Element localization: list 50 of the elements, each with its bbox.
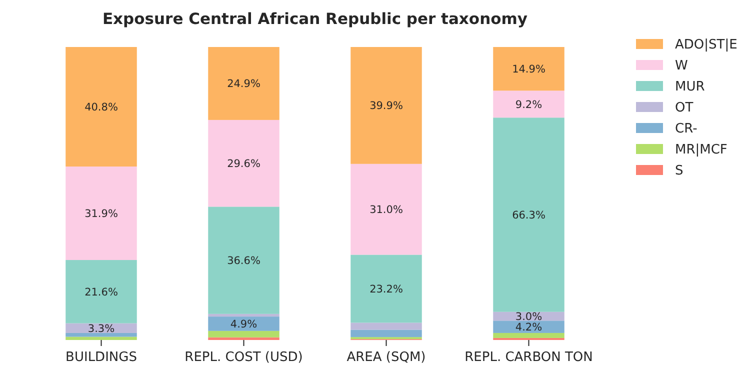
- bar: [66, 260, 137, 324]
- legend-label: S: [675, 164, 684, 179]
- legend-label: ADO|ST|E: [675, 38, 738, 53]
- data-label: 39.9%: [370, 100, 403, 112]
- bar: [208, 337, 280, 340]
- x-tick-label: AREA (SQM): [346, 350, 426, 365]
- bar: [493, 332, 564, 338]
- bar: [350, 322, 422, 330]
- bar: [493, 90, 564, 118]
- data-label: 9.2%: [515, 98, 542, 111]
- bar: [350, 47, 422, 164]
- bar: [493, 47, 564, 91]
- legend-label: MUR: [675, 80, 705, 95]
- data-label: 66.3%: [512, 209, 546, 222]
- bar: [66, 47, 137, 167]
- data-label: 31.0%: [370, 204, 403, 216]
- chart-title: Exposure Central African Republic per taxonomy: [102, 10, 528, 28]
- data-label: 21.6%: [84, 286, 118, 298]
- data-label: 14.9%: [512, 64, 546, 76]
- bar: [66, 166, 137, 260]
- bar: [493, 118, 564, 312]
- bar: [350, 254, 422, 323]
- bar: [208, 316, 280, 331]
- x-tick-label: BUILDINGS: [66, 350, 137, 365]
- data-label: 40.8%: [84, 101, 118, 114]
- bar: [208, 206, 280, 314]
- x-tick-label: REPL. CARBON TON: [464, 350, 593, 365]
- data-label: 31.9%: [84, 208, 118, 220]
- legend-label: MR|MCF: [675, 142, 728, 158]
- data-label: 4.2%: [515, 321, 542, 334]
- legend-label: W: [675, 58, 688, 74]
- bar: [208, 314, 280, 317]
- x-tick-label: REPL. COST (USD): [184, 350, 303, 365]
- data-label: 36.6%: [227, 254, 260, 267]
- data-label: 3.0%: [515, 310, 542, 323]
- bar: [350, 164, 422, 255]
- data-label: 23.2%: [370, 283, 403, 296]
- data-label: 29.6%: [227, 158, 260, 170]
- bar: [208, 120, 280, 207]
- bar: [66, 332, 137, 337]
- bar: [208, 47, 280, 120]
- bar: [350, 330, 422, 338]
- legend-label: OT: [675, 100, 694, 116]
- legend-label: CR-: [675, 122, 698, 137]
- bar: [208, 330, 280, 338]
- bar: [493, 320, 564, 333]
- bar: [66, 336, 137, 340]
- data-label: 24.9%: [227, 78, 260, 90]
- data-label: 4.9%: [230, 318, 258, 330]
- data-label: 3.3%: [88, 322, 115, 335]
